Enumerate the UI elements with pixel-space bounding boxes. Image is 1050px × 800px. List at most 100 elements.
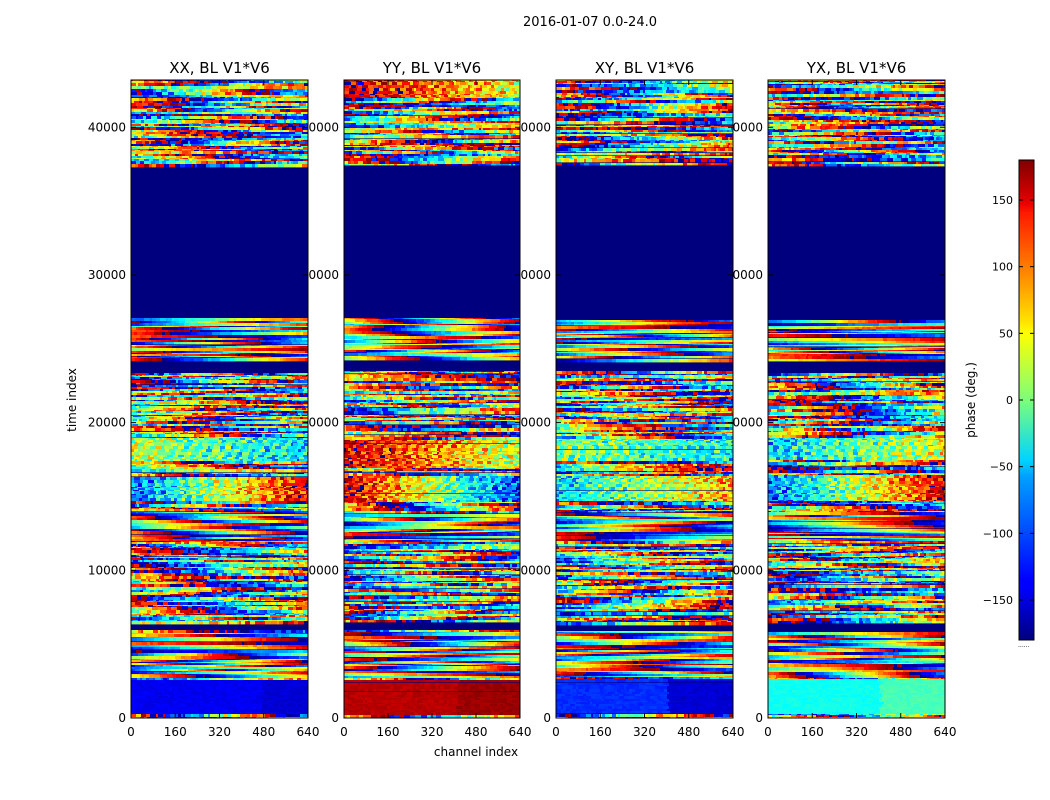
heatmap-cell [172,464,176,466]
heatmap-cell [216,124,221,127]
heatmap-cell [260,459,263,462]
heatmap-cell [291,405,297,407]
heatmap-cell [260,83,263,87]
heatmap-cell [151,354,155,357]
heatmap-cell [146,144,151,147]
heatmap-cell [304,151,308,155]
heatmap-cell [175,116,182,120]
heatmap-cell [192,405,195,407]
heatmap-cell [241,440,247,443]
heatmap-cell [149,377,155,380]
heatmap-cell [199,379,206,381]
heatmap-cell [271,440,277,443]
heatmap-cell [243,346,246,349]
heatmap-cell [232,373,236,376]
heatmap-cell [186,354,192,357]
heatmap-cell [155,345,160,347]
heatmap-cell [278,424,281,427]
heatmap-cell [159,377,162,380]
heatmap-cell [267,433,273,435]
heatmap-cell [162,120,169,124]
heatmap-cell [231,130,238,133]
heatmap-cell [243,338,247,341]
heatmap-cell [216,126,222,128]
heatmap-cell [210,335,214,339]
heatmap-cell [275,123,282,125]
heatmap-cell [293,395,300,398]
heatmap-cell [220,391,223,394]
heatmap-cell [296,424,303,427]
heatmap-cell [302,432,308,434]
heatmap-cell [179,126,186,128]
heatmap-cell [184,327,190,331]
heatmap-cell [131,400,137,402]
heatmap-cell [295,101,302,104]
heatmap-cell [287,161,290,165]
heatmap-cell [276,410,279,412]
heatmap-cell [209,391,213,394]
heatmap-cell [289,158,294,160]
heatmap-cell [150,416,155,418]
heatmap-cell [160,421,164,425]
heatmap-cell [208,411,212,414]
heatmap-cell [239,330,242,333]
heatmap-cell [156,112,159,115]
heatmap-cell [252,393,255,396]
heatmap-cell [180,332,187,336]
heatmap-cell [131,433,136,435]
heatmap-cell [243,443,250,447]
heatmap-cell [235,461,240,465]
heatmap-cell [239,159,246,162]
heatmap-cell [212,89,218,93]
heatmap-cell [168,81,171,84]
heatmap-cell [204,86,207,90]
heatmap-cell [257,433,263,435]
heatmap-cell [257,465,262,468]
heatmap-cell [284,348,290,352]
heatmap-cell [191,411,197,414]
heatmap-cell [241,442,248,444]
heatmap-cell [284,138,287,141]
heatmap-cell [233,465,237,468]
heatmap-cell [288,380,295,384]
heatmap-cell [223,323,227,327]
heatmap-cell [207,397,214,401]
heatmap-cell [163,380,166,384]
heatmap-cell [261,377,266,380]
heatmap-cell [155,356,161,358]
heatmap-cell [139,98,143,102]
heatmap-cell [189,112,193,115]
heatmap-cell [261,432,265,434]
heatmap-cell [303,431,308,433]
heatmap-cell [280,335,286,339]
heatmap-cell [286,92,291,96]
heatmap-cell [148,410,153,412]
heatmap-cell [162,410,166,412]
heatmap-cell [198,415,204,417]
heatmap-cell [255,413,258,416]
heatmap-cell [180,459,187,462]
heatmap-cell [232,340,237,343]
heatmap-cell [254,406,258,409]
heatmap-cell [246,459,250,462]
heatmap-cell [136,147,139,150]
heatmap-cell [244,108,248,110]
heatmap-cell [192,397,199,401]
heatmap-cell [151,357,156,359]
heatmap-cell [195,106,202,109]
heatmap-cell [269,406,273,409]
heatmap-cell [304,156,308,159]
heatmap-cell [214,108,221,110]
heatmap-cell [135,120,142,124]
heatmap-cell [159,431,166,433]
heatmap-cell [266,465,271,468]
heatmap-cell [264,108,271,110]
heatmap-cell [220,342,224,345]
heatmap-cell [157,332,161,336]
heatmap-cell [219,154,225,157]
heatmap-cell [198,112,203,115]
heatmap-cell [284,464,287,466]
heatmap-cell [277,106,281,109]
heatmap-cell [298,346,301,349]
heatmap-cell [274,346,278,349]
